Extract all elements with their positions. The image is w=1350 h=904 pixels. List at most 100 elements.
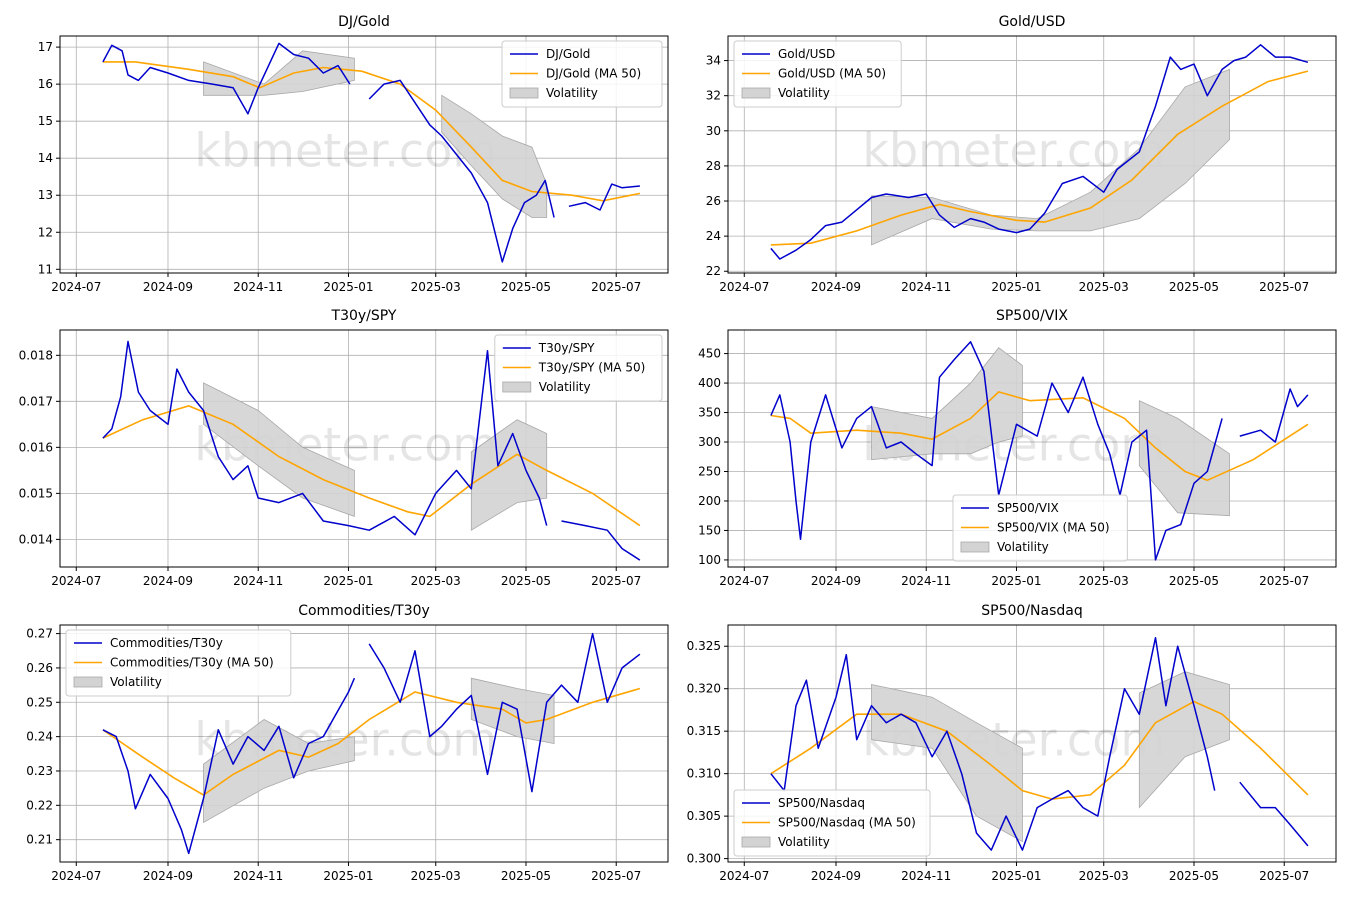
volatility-band bbox=[203, 382, 355, 517]
legend-label: DJ/Gold (MA 50) bbox=[546, 67, 641, 81]
axes-frame bbox=[59, 329, 669, 568]
legend-label: DJ/Gold bbox=[546, 47, 590, 61]
legend-label: Volatility bbox=[539, 380, 591, 394]
y-tick-label: 400 bbox=[698, 376, 721, 390]
y-tick-label: 14 bbox=[38, 151, 53, 165]
x-tick-label: 2025-07 bbox=[591, 869, 641, 883]
ma-line bbox=[770, 391, 1309, 482]
axes-frame bbox=[727, 329, 1337, 568]
legend-swatch-volatility bbox=[741, 836, 771, 848]
y-tick-label: 26 bbox=[706, 194, 721, 208]
series-line bbox=[770, 44, 1309, 260]
y-tick-label: 0.305 bbox=[687, 809, 721, 823]
x-tick-label: 2025-03 bbox=[411, 574, 461, 588]
x-tick-label: 2025-07 bbox=[1259, 574, 1309, 588]
y-tick-label: 200 bbox=[698, 494, 721, 508]
x-tick-label: 2025-05 bbox=[501, 280, 551, 294]
legend-label: Gold/USD (MA 50) bbox=[778, 67, 886, 81]
x-tick-label: 2024-09 bbox=[811, 574, 861, 588]
legend-label: Volatility bbox=[778, 835, 830, 849]
legend-label: T30y/SPY (MA 50) bbox=[538, 361, 646, 375]
x-tick-label: 2025-03 bbox=[1079, 869, 1129, 883]
axes-frame bbox=[59, 624, 669, 863]
legend-box bbox=[733, 789, 931, 857]
y-tick-label: 17 bbox=[38, 40, 53, 54]
x-tick-label: 2025-03 bbox=[1079, 280, 1129, 294]
legend-label: Volatility bbox=[546, 86, 598, 100]
volatility-band bbox=[470, 419, 548, 531]
y-tick-label: 0.22 bbox=[26, 798, 53, 812]
x-tick-label: 2025-03 bbox=[1079, 574, 1129, 588]
legend-box bbox=[733, 40, 902, 108]
y-tick-label: 0.315 bbox=[687, 724, 721, 738]
y-tick-label: 0.25 bbox=[26, 695, 53, 709]
legend-swatch-volatility bbox=[502, 381, 532, 393]
y-tick-label: 32 bbox=[706, 89, 721, 103]
ma-line bbox=[770, 70, 1309, 246]
y-tick-label: 22 bbox=[706, 264, 721, 278]
series-line bbox=[770, 341, 1309, 561]
y-tick-label: 350 bbox=[698, 406, 721, 420]
x-tick-label: 2025-01 bbox=[323, 869, 373, 883]
chart-title: Commodities/T30y bbox=[298, 603, 430, 619]
legend-label: Volatility bbox=[778, 86, 830, 100]
y-tick-label: 0.26 bbox=[26, 661, 53, 675]
axes-frame bbox=[727, 35, 1337, 274]
legend-label: SP500/VIX bbox=[997, 501, 1059, 515]
x-tick-label: 2024-11 bbox=[233, 574, 283, 588]
x-tick-label: 2024-07 bbox=[51, 574, 101, 588]
legend-label: Volatility bbox=[997, 540, 1049, 554]
series-line bbox=[102, 632, 641, 855]
series-line bbox=[102, 42, 640, 263]
legend-label: Volatility bbox=[110, 675, 162, 689]
y-tick-label: 34 bbox=[706, 54, 721, 68]
x-tick-label: 2024-07 bbox=[719, 869, 769, 883]
y-tick-label: 28 bbox=[706, 159, 721, 173]
x-tick-label: 2024-09 bbox=[811, 280, 861, 294]
legend: SP500/VIX SP500/VIX (MA 50) Volatility bbox=[952, 494, 1128, 562]
volatility-band bbox=[470, 677, 555, 744]
x-tick-label: 2025-05 bbox=[1169, 280, 1219, 294]
x-tick-label: 2024-09 bbox=[143, 574, 193, 588]
legend: SP500/Nasdaq SP500/Nasdaq (MA 50) Volatili… bbox=[733, 789, 931, 857]
y-tick-label: 0.017 bbox=[19, 394, 53, 408]
x-tick-label: 2025-05 bbox=[1169, 869, 1219, 883]
legend-swatch-volatility bbox=[741, 87, 771, 99]
series-line bbox=[770, 636, 1309, 851]
y-tick-label: 450 bbox=[698, 347, 721, 361]
legend-box bbox=[65, 629, 292, 697]
axes-frame bbox=[727, 624, 1337, 863]
x-tick-label: 2025-05 bbox=[1169, 574, 1219, 588]
legend: DJ/Gold DJ/Gold (MA 50) Volatility bbox=[501, 40, 663, 108]
legend-label: Gold/USD bbox=[778, 47, 835, 61]
x-tick-label: 2025-07 bbox=[1259, 280, 1309, 294]
y-tick-label: 250 bbox=[698, 464, 721, 478]
legend-swatch-volatility bbox=[73, 676, 103, 688]
x-tick-label: 2025-01 bbox=[991, 280, 1041, 294]
y-tick-label: 24 bbox=[706, 229, 721, 243]
chart-title: T30y/SPY bbox=[331, 308, 397, 324]
x-tick-label: 2025-05 bbox=[501, 574, 551, 588]
y-tick-label: 0.310 bbox=[687, 767, 721, 781]
y-tick-label: 12 bbox=[38, 225, 53, 239]
legend: Commodities/T30y Commodities/T30y (MA 50)… bbox=[65, 629, 292, 697]
y-tick-label: 0.018 bbox=[19, 348, 53, 362]
y-tick-label: 11 bbox=[38, 262, 53, 276]
volatility-band bbox=[1138, 671, 1230, 809]
series-line bbox=[102, 340, 641, 561]
ma-line bbox=[102, 405, 641, 527]
legend-swatch-volatility bbox=[960, 541, 990, 553]
y-tick-label: 16 bbox=[38, 77, 53, 91]
legend-label: SP500/Nasdaq (MA 50) bbox=[778, 816, 916, 830]
x-tick-label: 2024-07 bbox=[719, 574, 769, 588]
x-tick-label: 2025-07 bbox=[591, 574, 641, 588]
axes-frame bbox=[59, 35, 669, 274]
legend-label: SP500/Nasdaq bbox=[778, 796, 865, 810]
ma-line bbox=[102, 61, 641, 202]
ma-line bbox=[102, 687, 641, 796]
x-tick-label: 2025-07 bbox=[1259, 869, 1309, 883]
